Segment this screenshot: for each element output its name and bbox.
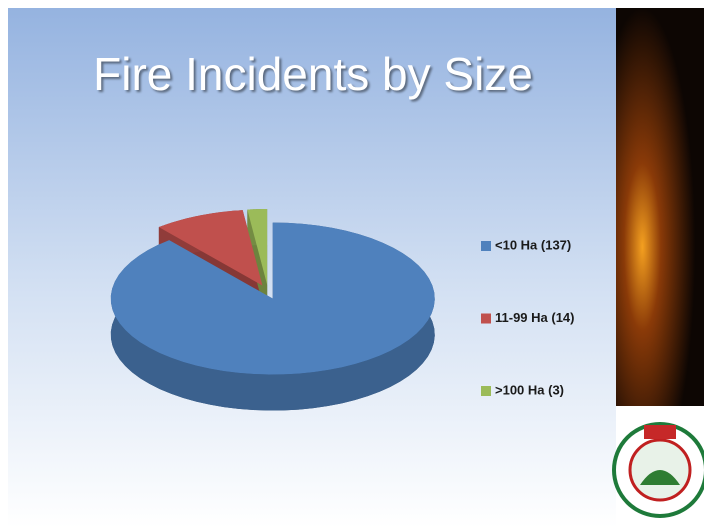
legend-swatch [481,386,491,396]
slice [111,223,435,375]
legend-swatch [481,241,491,251]
legend-swatch [481,314,491,324]
logo [614,424,704,516]
fire-photo [616,8,704,406]
chart-title: Fire Incidents by Size [93,48,533,100]
slide: Fire Incidents by Size <10 Ha (137) 11-99… [0,0,704,528]
legend-label: 11-99 Ha (14) [495,310,575,325]
legend-label: >100 Ha (3) [495,382,564,397]
legend-label: <10 Ha (137) [495,237,571,252]
